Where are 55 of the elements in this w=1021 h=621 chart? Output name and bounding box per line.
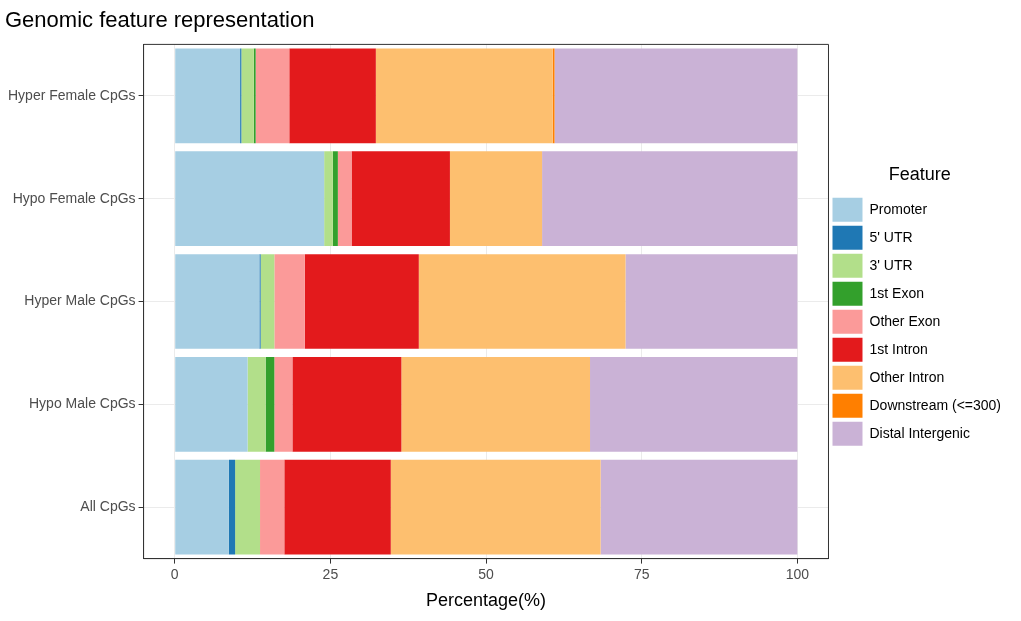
bar — [289, 48, 376, 144]
x-tick-label: 75 — [633, 565, 650, 582]
legend-label: Other Intron — [869, 368, 945, 385]
bar — [590, 357, 798, 452]
bar — [351, 151, 450, 246]
bar — [375, 48, 553, 144]
bar — [401, 357, 591, 452]
legend-label: 1st Intron — [869, 340, 928, 357]
x-axis-title: Percentage(%) — [426, 590, 547, 611]
bar — [241, 48, 254, 144]
bar — [260, 254, 275, 349]
bar — [390, 459, 601, 555]
bar — [324, 151, 333, 246]
bar — [554, 48, 798, 144]
bar — [247, 357, 266, 452]
legend-label: Promoter — [869, 200, 928, 217]
bar — [418, 254, 626, 349]
bar — [542, 151, 798, 246]
bar — [304, 254, 419, 349]
bar — [175, 459, 229, 555]
bar — [292, 357, 402, 452]
x-tick-label: 25 — [322, 565, 339, 582]
bar — [265, 357, 275, 452]
bar — [235, 459, 261, 555]
legend-label: Distal Intergenic — [869, 424, 970, 441]
bar — [175, 254, 260, 349]
bar — [274, 357, 293, 452]
bar — [332, 151, 338, 246]
y-tick-label: Hyper Male CpGs — [24, 292, 136, 309]
bar — [625, 254, 798, 349]
y-tick-label: Hypo Female CpGs — [12, 189, 136, 206]
bar — [284, 459, 391, 555]
x-tick-label: 100 — [785, 565, 810, 582]
legend-label: 1st Exon — [869, 284, 924, 301]
bar — [175, 151, 325, 246]
x-tick-label: 0 — [170, 565, 179, 582]
bar — [255, 48, 290, 144]
bar — [337, 151, 352, 246]
y-tick-label: Hypo Male CpGs — [29, 395, 136, 412]
legend-label: Other Exon — [869, 312, 941, 329]
chart-title: Genomic feature representation — [5, 7, 315, 33]
y-tick-label: Hyper Female CpGs — [8, 86, 136, 103]
legend-label: Downstream (<=300) — [869, 396, 1002, 413]
bar — [228, 459, 236, 555]
legend-label: 5' UTR — [869, 228, 913, 245]
legend-title: Feature — [888, 164, 951, 185]
y-tick-label: All CpGs — [80, 498, 136, 515]
bar — [260, 459, 285, 555]
bar — [449, 151, 543, 246]
bar — [274, 254, 305, 349]
bar — [175, 357, 248, 452]
bar — [600, 459, 798, 555]
x-tick-label: 50 — [478, 565, 495, 582]
bar — [175, 48, 241, 144]
legend-label: 3' UTR — [869, 256, 913, 273]
